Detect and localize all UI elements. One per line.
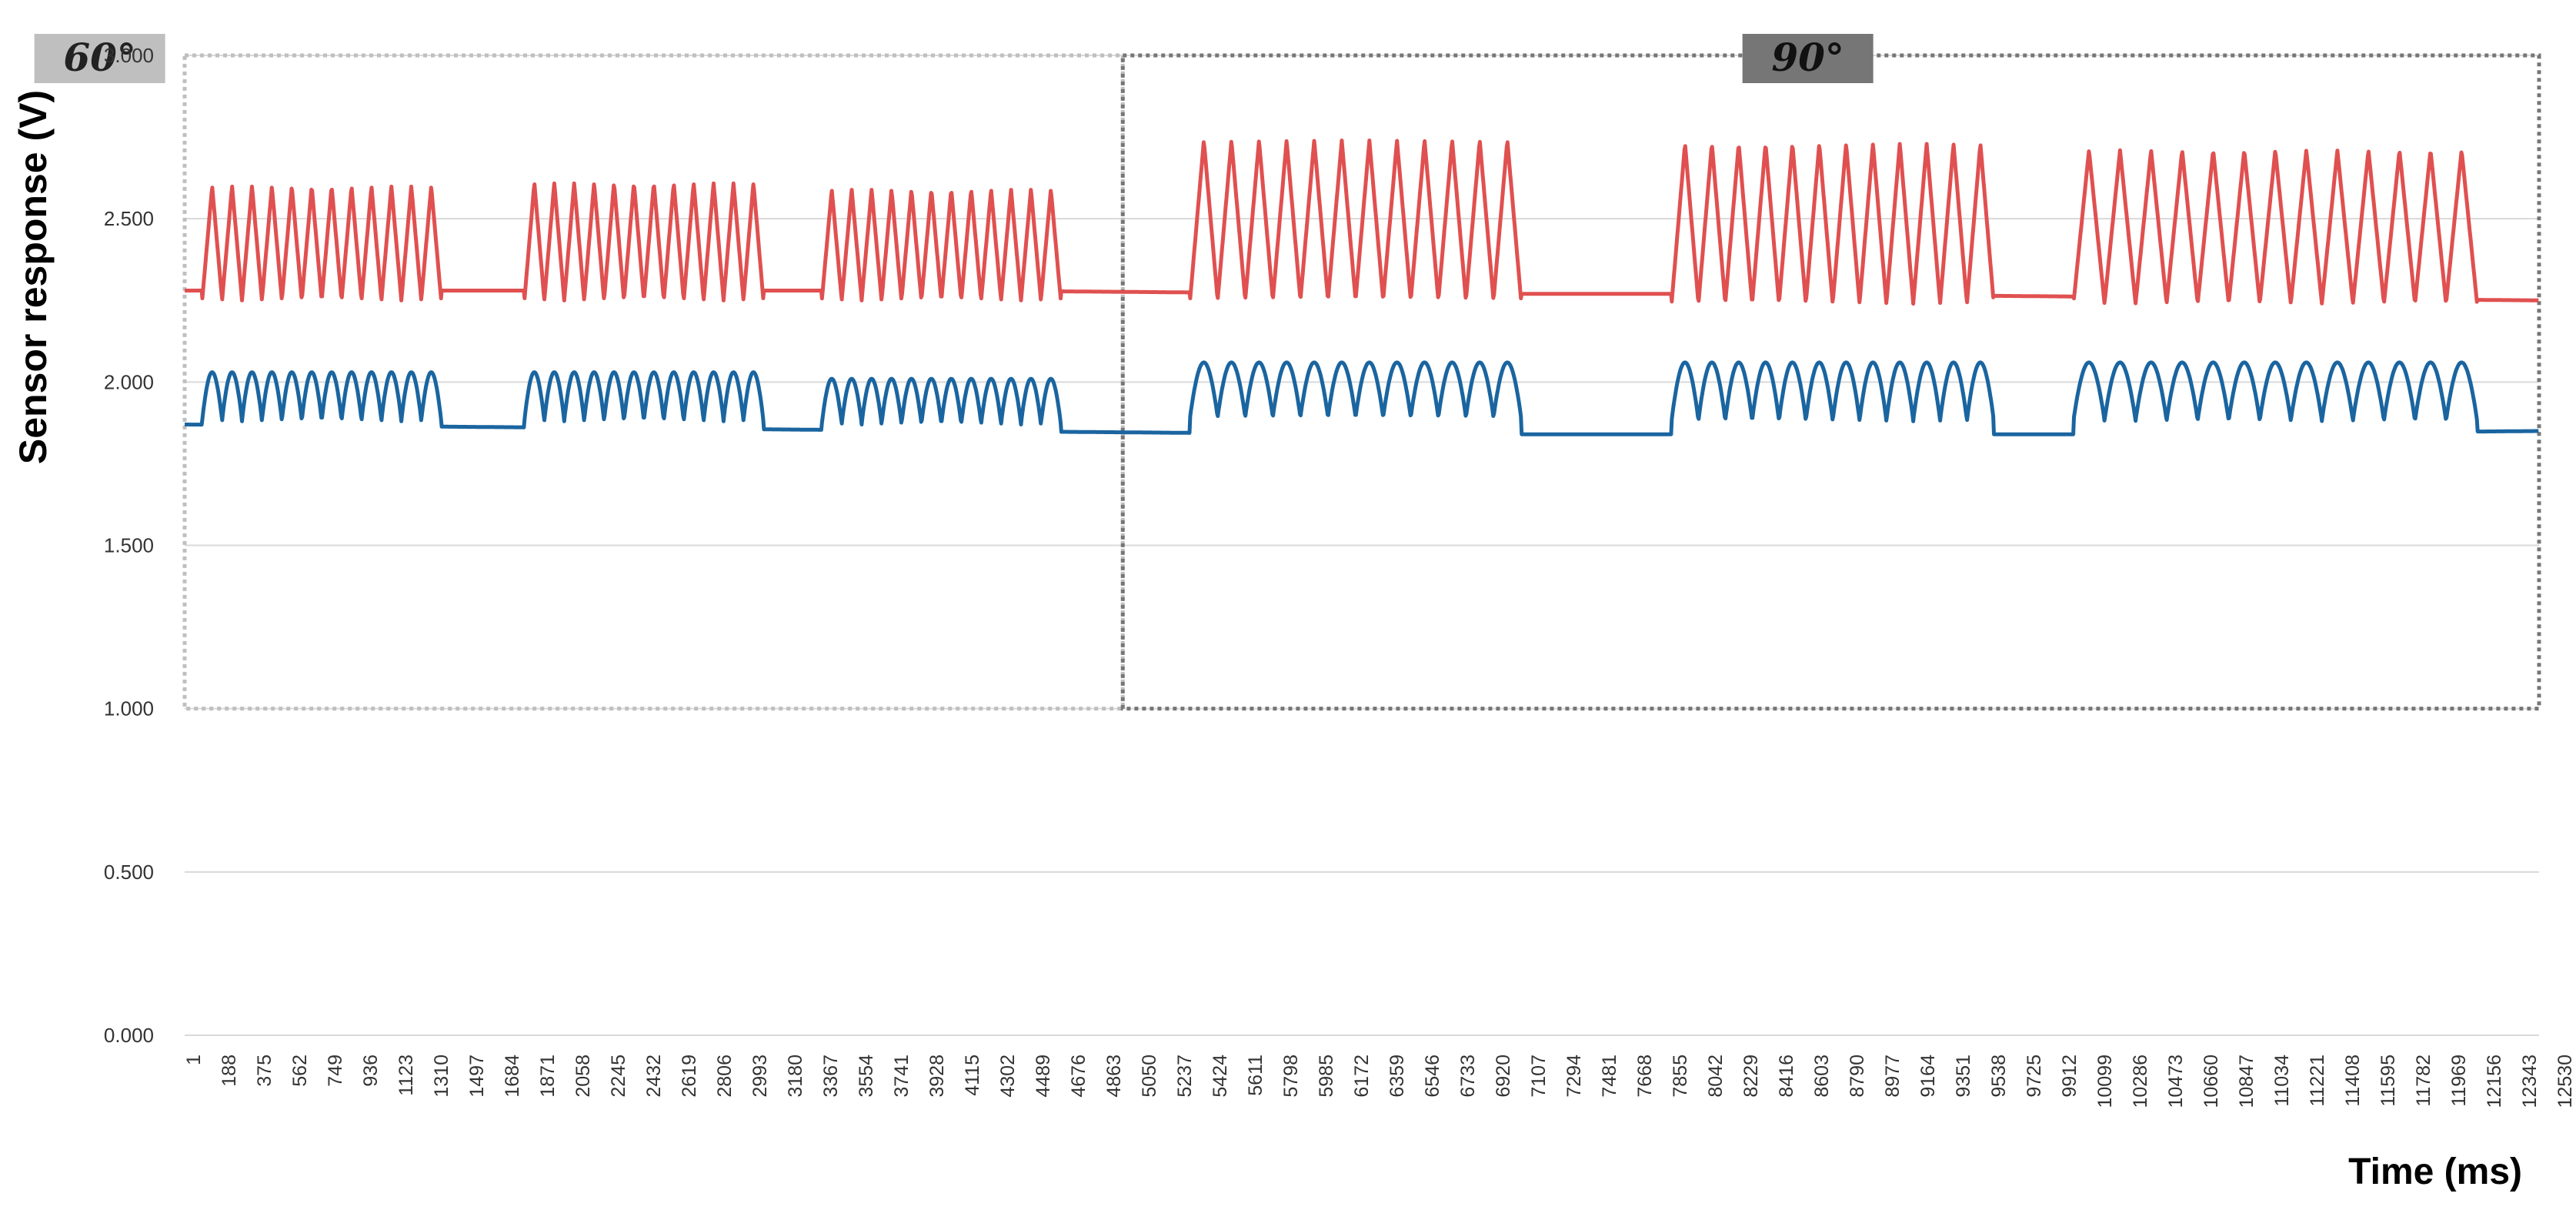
- x-tick-label: 375: [254, 1055, 275, 1087]
- x-tick-label: 3180: [785, 1055, 806, 1098]
- x-tick-label: 6359: [1386, 1055, 1408, 1098]
- x-tick-label: 11969: [2448, 1055, 2470, 1107]
- x-tick-label: 2993: [749, 1055, 771, 1098]
- y-tick-label: 0.500: [104, 861, 154, 884]
- x-tick-label: 9912: [2059, 1055, 2080, 1098]
- y-tick-label: 2.500: [104, 207, 154, 230]
- region-label: 60°: [63, 35, 136, 80]
- x-tick-label: 12530: [2554, 1055, 2576, 1108]
- x-tick-label: 5798: [1280, 1055, 1302, 1098]
- x-tick-label: 4302: [997, 1055, 1019, 1098]
- x-tick-label: 2432: [643, 1055, 665, 1098]
- x-tick-label: 10473: [2165, 1055, 2187, 1108]
- x-tick-label: 8790: [1847, 1055, 1868, 1098]
- y-tick-label: 1.500: [104, 534, 154, 557]
- x-tick-label: 9351: [1953, 1055, 1974, 1098]
- x-tick-label: 10286: [2130, 1055, 2151, 1108]
- x-tick-label: 3554: [856, 1055, 877, 1098]
- data-series: [183, 139, 2540, 436]
- x-tick-label: 9725: [2024, 1055, 2045, 1098]
- x-tick-label: 4115: [962, 1055, 983, 1096]
- x-tick-label: 5237: [1174, 1055, 1196, 1098]
- x-tick-label: 7668: [1634, 1055, 1656, 1098]
- x-tick-label: 9164: [1917, 1055, 1939, 1098]
- x-tick-label: 8416: [1776, 1055, 1797, 1098]
- x-tick-label: 7855: [1670, 1055, 1691, 1098]
- y-tick-labels: 0.000 0.500 1.000 1.500 2.000 2.500 3.000: [104, 44, 154, 1047]
- x-tick-label: 6920: [1493, 1055, 1514, 1098]
- x-tick-label: 2619: [679, 1055, 700, 1098]
- x-tick-label: 5424: [1210, 1055, 1231, 1098]
- x-tick-label: 9538: [1988, 1055, 2010, 1098]
- x-tick-label: 8042: [1705, 1055, 1727, 1098]
- x-tick-label: 6172: [1351, 1055, 1373, 1098]
- x-tick-label: 1310: [431, 1055, 452, 1098]
- x-tick-label: 12343: [2519, 1055, 2541, 1108]
- angle-regions: 60° 90°: [34, 34, 2541, 711]
- x-tick-label: 8603: [1811, 1055, 1833, 1098]
- x-tick-label: 1497: [466, 1055, 488, 1098]
- x-tick-label: 8229: [1740, 1055, 1762, 1098]
- x-tick-label: 5611: [1245, 1055, 1266, 1096]
- y-tick-label: 2.000: [104, 370, 154, 393]
- x-tick-label: 11595: [2377, 1055, 2399, 1107]
- x-tick-label: 10847: [2236, 1055, 2257, 1108]
- x-tick-label: 10099: [2094, 1055, 2116, 1108]
- y-tick-label: 1.000: [104, 697, 154, 720]
- x-tick-label: 6546: [1422, 1055, 1443, 1098]
- x-tick-label: 749: [325, 1055, 346, 1087]
- x-tick-label: 8977: [1882, 1055, 1904, 1098]
- x-tick-label: 3741: [891, 1055, 913, 1098]
- x-tick-label: 562: [289, 1055, 311, 1087]
- region-label: 90°: [1771, 35, 1844, 80]
- x-tick-label: 936: [360, 1055, 382, 1087]
- x-tick-label: 2058: [572, 1055, 594, 1098]
- series-line-red: [183, 139, 2540, 306]
- x-tick-label: 4489: [1033, 1055, 1054, 1098]
- y-tick-label: 0.000: [104, 1024, 154, 1047]
- x-tick-label: 4676: [1068, 1055, 1089, 1098]
- x-tick-label: 1: [183, 1055, 205, 1065]
- x-tick-label: 188: [219, 1055, 240, 1087]
- x-tick-label: 7481: [1599, 1055, 1620, 1098]
- x-tick-label: 1871: [537, 1055, 559, 1098]
- x-tick-label: 2806: [714, 1055, 736, 1098]
- x-tick-label: 11034: [2271, 1055, 2293, 1107]
- x-tick-label: 3928: [926, 1055, 948, 1098]
- x-tick-label: 6733: [1457, 1055, 1479, 1098]
- x-tick-label: 11408: [2342, 1055, 2364, 1107]
- x-tick-label: 7107: [1528, 1055, 1550, 1098]
- region-label-box: [34, 34, 165, 83]
- x-tick-label: 10660: [2201, 1055, 2222, 1108]
- x-tick-label: 11782: [2413, 1055, 2434, 1107]
- x-tick-labels: 1 188 375 562 749 936 1123 1310 1497 1684 1871 2058…: [183, 1055, 2576, 1108]
- x-tick-label: 7294: [1563, 1055, 1585, 1098]
- x-tick-label: 5050: [1139, 1055, 1160, 1098]
- x-tick-label: 1123: [395, 1055, 417, 1096]
- x-tick-label: 4863: [1103, 1055, 1125, 1098]
- x-tick-label: 1684: [502, 1055, 523, 1098]
- series-line-blue: [183, 360, 2540, 436]
- y-axis-title: Sensor response (V): [12, 90, 55, 464]
- x-tick-label: 3367: [820, 1055, 842, 1098]
- x-axis-title: Time (ms): [2348, 1152, 2522, 1192]
- x-tick-label: 12156: [2484, 1055, 2505, 1108]
- x-tick-label: 11221: [2307, 1055, 2328, 1107]
- x-tick-label: 5985: [1316, 1055, 1337, 1098]
- x-tick-label: 2245: [608, 1055, 629, 1098]
- region-label-box: [1742, 34, 1874, 83]
- y-tick-label: 3.000: [104, 44, 154, 67]
